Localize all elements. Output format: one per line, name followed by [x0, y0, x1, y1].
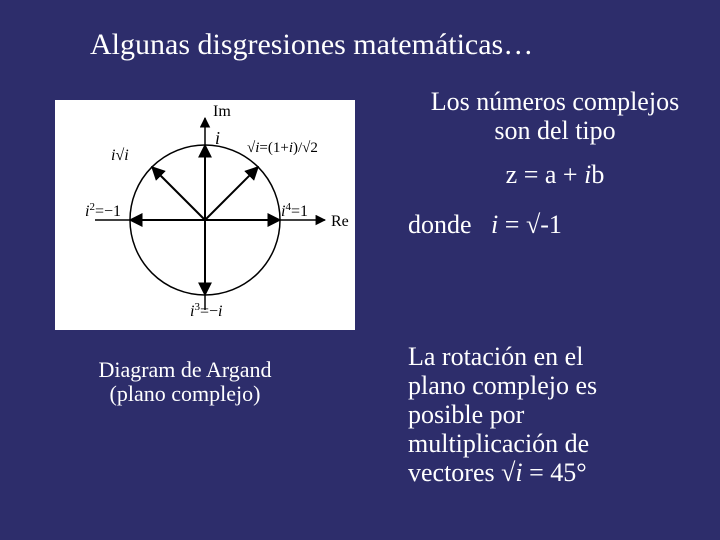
- rotation-l2: plano complejo es: [408, 371, 597, 400]
- donde-word: donde: [408, 210, 472, 239]
- svg-text:√i=(1+i)/√2: √i=(1+i)/√2: [247, 140, 318, 156]
- donde-line: donde i = √-1: [408, 210, 562, 240]
- rotation-l4: multiplicación de: [408, 429, 589, 458]
- svg-text:i3=−i: i3=−i: [190, 301, 222, 320]
- formula-prefix: z = a +: [506, 160, 584, 189]
- formula-suffix: b: [591, 160, 604, 189]
- rotation-l5-prefix: vectores √: [408, 458, 515, 487]
- svg-text:Re: Re: [331, 213, 349, 230]
- svg-text:i√i: i√i: [111, 147, 129, 164]
- intro-text: Los números complejos son del tipo: [415, 88, 695, 145]
- svg-text:i2=−1: i2=−1: [85, 201, 121, 220]
- rotation-text: La rotación en el plano complejo es posi…: [408, 342, 698, 488]
- slide-title: Algunas disgresiones matemáticas…: [90, 28, 533, 62]
- svg-text:i4=1: i4=1: [281, 201, 308, 220]
- rotation-l5-i: i: [515, 458, 522, 487]
- caption-line1: Diagram de Argand: [98, 357, 271, 382]
- rotation-l1: La rotación en el: [408, 342, 583, 371]
- rotation-l5-suffix: = 45°: [523, 458, 587, 487]
- argand-diagram: Im Re i i2=−1 i4=1 i3=−i i√i √i=(1+i)/√2: [55, 100, 355, 330]
- slide: Algunas disgresiones matemáticas… Los nú…: [0, 0, 720, 540]
- figure-caption: Diagram de Argand (plano complejo): [60, 358, 310, 406]
- svg-text:Im: Im: [213, 103, 231, 120]
- formula: z = a + ib: [415, 160, 695, 190]
- rotation-l3: posible por: [408, 400, 524, 429]
- svg-text:i: i: [215, 128, 220, 148]
- caption-line2: (plano complejo): [110, 381, 261, 406]
- donde-eq: = √-1: [498, 210, 562, 239]
